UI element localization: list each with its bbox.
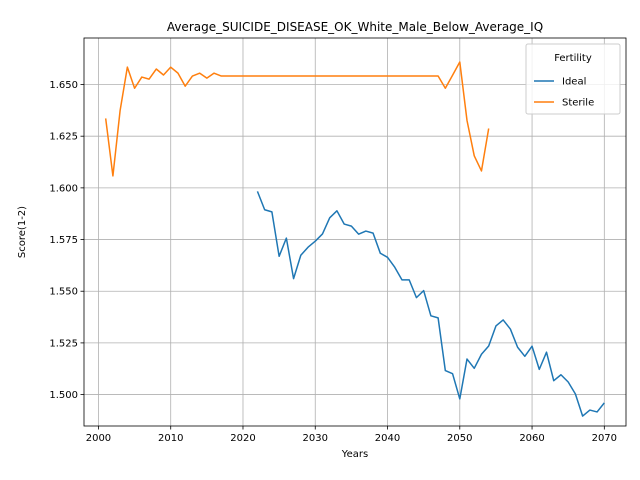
legend: Fertility Ideal Sterile [525,43,621,115]
legend-label-sterile: Sterile [562,98,594,109]
x-tick-label: 2060 [519,433,544,444]
y-tick-label: 1.600 [49,183,78,194]
axes-frame [83,37,627,427]
x-tick-label: 2010 [158,433,183,444]
x-tick-label: 2000 [86,433,111,444]
series-line-sterile [104,61,490,177]
x-tick-label: 2040 [375,433,400,444]
x-axis-label: Years [341,449,368,460]
legend-title: Fertility [554,53,592,64]
y-tick-label: 1.500 [49,390,78,401]
y-tick-label: 1.625 [49,132,78,143]
chart-title: Average_SUICIDE_DISEASE_OK_White_Male_Be… [167,20,543,34]
y-tick-label: 1.525 [49,338,78,349]
x-tick-label: 2070 [592,433,617,444]
x-tick-label: 2020 [230,433,255,444]
y-axis-ticks: 1.500 1.525 1.550 1.575 1.600 1.625 1.650 [49,80,84,401]
legend-items: Ideal Sterile [534,77,594,109]
legend-label-ideal: Ideal [562,77,586,88]
x-axis-ticks: 2000 2010 2020 2030 2040 2050 2060 2070 [86,426,617,444]
y-tick-label: 1.550 [49,287,78,298]
legend-box [525,43,621,115]
y-tick-label: 1.650 [49,80,78,91]
series-lines [104,61,605,417]
x-tick-label: 2030 [303,433,328,444]
series-line-ideal [256,191,605,417]
y-tick-label: 1.575 [49,235,78,246]
y-axis-label: Score(1-2) [17,206,28,258]
x-tick-label: 2050 [447,433,472,444]
